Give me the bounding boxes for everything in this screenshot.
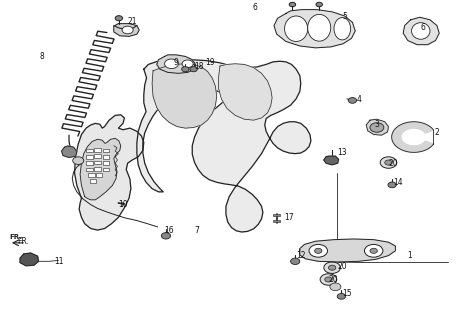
Text: 14: 14 bbox=[393, 178, 403, 187]
Circle shape bbox=[181, 67, 189, 72]
Text: 16: 16 bbox=[164, 226, 174, 235]
Circle shape bbox=[190, 67, 197, 72]
Polygon shape bbox=[300, 239, 395, 262]
Bar bbox=[273, 213, 281, 216]
Text: 20: 20 bbox=[338, 262, 347, 271]
Bar bbox=[96, 173, 102, 177]
Text: 10: 10 bbox=[119, 200, 128, 209]
Ellipse shape bbox=[412, 23, 430, 39]
Text: 11: 11 bbox=[54, 258, 63, 267]
Circle shape bbox=[115, 16, 123, 21]
Text: 8: 8 bbox=[40, 52, 45, 61]
Bar bbox=[103, 155, 109, 159]
Ellipse shape bbox=[285, 16, 308, 42]
Text: 13: 13 bbox=[338, 148, 347, 156]
Polygon shape bbox=[274, 10, 355, 48]
Circle shape bbox=[314, 248, 322, 253]
Circle shape bbox=[291, 258, 300, 265]
Text: 12: 12 bbox=[296, 251, 306, 260]
Circle shape bbox=[309, 244, 327, 257]
Polygon shape bbox=[20, 253, 38, 266]
Circle shape bbox=[364, 244, 383, 257]
Bar bbox=[86, 161, 93, 165]
Text: 15: 15 bbox=[342, 289, 352, 298]
Text: 17: 17 bbox=[285, 213, 294, 222]
Circle shape bbox=[337, 293, 345, 299]
Polygon shape bbox=[114, 24, 139, 36]
Circle shape bbox=[182, 60, 193, 68]
Polygon shape bbox=[80, 138, 121, 200]
Circle shape bbox=[122, 26, 133, 34]
Circle shape bbox=[348, 98, 357, 103]
Circle shape bbox=[325, 277, 332, 282]
Circle shape bbox=[316, 2, 322, 7]
Polygon shape bbox=[62, 146, 77, 157]
Text: 19: 19 bbox=[205, 58, 214, 67]
Bar bbox=[94, 161, 101, 164]
Circle shape bbox=[320, 274, 337, 285]
Text: 4: 4 bbox=[356, 95, 361, 104]
Text: 20: 20 bbox=[328, 275, 338, 284]
Bar bbox=[90, 179, 96, 183]
Bar bbox=[94, 148, 101, 152]
Text: 18: 18 bbox=[194, 61, 204, 70]
Polygon shape bbox=[366, 119, 388, 135]
Ellipse shape bbox=[308, 14, 331, 41]
Polygon shape bbox=[219, 64, 272, 120]
Circle shape bbox=[370, 123, 384, 132]
Text: 2: 2 bbox=[435, 128, 439, 137]
Circle shape bbox=[330, 283, 341, 291]
Text: FR.: FR. bbox=[9, 234, 22, 240]
Text: 7: 7 bbox=[194, 226, 200, 235]
Bar bbox=[273, 220, 281, 222]
Bar bbox=[86, 168, 93, 172]
Bar bbox=[103, 161, 109, 165]
Polygon shape bbox=[156, 55, 195, 73]
Circle shape bbox=[385, 160, 392, 165]
Circle shape bbox=[289, 2, 296, 7]
Text: 3: 3 bbox=[375, 120, 380, 130]
Bar bbox=[94, 154, 101, 158]
Text: FR.: FR. bbox=[17, 237, 29, 246]
Polygon shape bbox=[392, 122, 433, 152]
Bar bbox=[103, 168, 109, 172]
Text: 21: 21 bbox=[128, 17, 137, 26]
Circle shape bbox=[388, 182, 396, 188]
Text: 1: 1 bbox=[407, 251, 412, 260]
Circle shape bbox=[324, 262, 340, 273]
Bar bbox=[94, 167, 101, 171]
Bar bbox=[86, 155, 93, 159]
Polygon shape bbox=[152, 64, 217, 128]
Text: 6: 6 bbox=[252, 3, 257, 12]
Bar bbox=[103, 148, 109, 152]
Polygon shape bbox=[137, 60, 311, 232]
Text: 9: 9 bbox=[174, 58, 179, 67]
Circle shape bbox=[370, 248, 377, 253]
Circle shape bbox=[164, 59, 178, 68]
Bar bbox=[86, 148, 93, 152]
Text: 20: 20 bbox=[388, 159, 398, 168]
Text: 5: 5 bbox=[342, 12, 347, 21]
Polygon shape bbox=[75, 115, 144, 230]
Circle shape bbox=[380, 157, 397, 168]
Circle shape bbox=[73, 157, 84, 164]
Bar bbox=[88, 173, 95, 177]
Polygon shape bbox=[324, 156, 338, 165]
Circle shape bbox=[328, 265, 336, 270]
Polygon shape bbox=[403, 17, 439, 45]
Ellipse shape bbox=[334, 18, 350, 40]
Text: 6: 6 bbox=[421, 23, 425, 32]
Circle shape bbox=[161, 233, 170, 239]
